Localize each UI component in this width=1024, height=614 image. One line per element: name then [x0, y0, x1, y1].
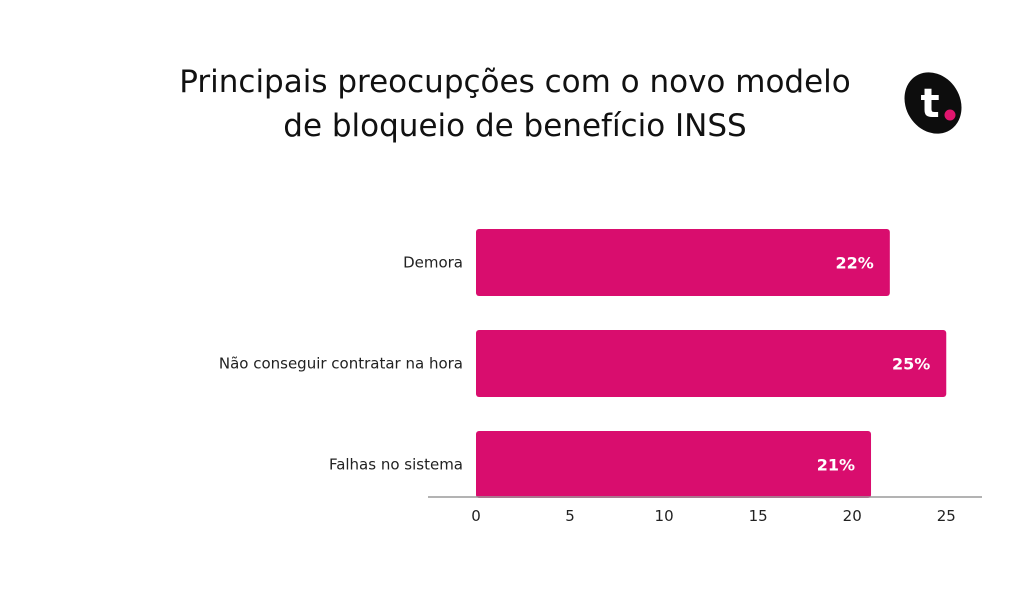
- logo-letter: t: [920, 81, 939, 127]
- chart-title-line-2: de bloqueio de benefício INSS: [283, 108, 747, 144]
- bar-1: [476, 330, 947, 397]
- category-label-1: Não conseguir contratar na hora: [219, 355, 463, 373]
- x-tick-label-1: 5: [565, 507, 575, 525]
- x-tick-label-5: 25: [937, 507, 956, 525]
- data-label-2: 21%: [817, 456, 855, 475]
- brand-logo-icon: t: [904, 72, 962, 134]
- logo-dot: [944, 109, 956, 121]
- x-tick-label-2: 10: [655, 507, 674, 525]
- category-label-2: Falhas no sistema: [329, 456, 463, 474]
- x-tick-label-4: 20: [843, 507, 862, 525]
- category-label-0: Demora: [403, 254, 463, 272]
- x-tick-label-3: 15: [749, 507, 768, 525]
- data-label-1: 25%: [892, 355, 930, 374]
- chart-title-line-1: Principais preocupções com o novo modelo: [179, 64, 851, 100]
- bar-2: [476, 431, 872, 498]
- data-label-0: 22%: [836, 254, 874, 273]
- chart-title: Principais preocupções com o novo modelo…: [100, 60, 930, 148]
- x-tick-label-0: 0: [471, 507, 481, 525]
- bar-0: [476, 229, 890, 296]
